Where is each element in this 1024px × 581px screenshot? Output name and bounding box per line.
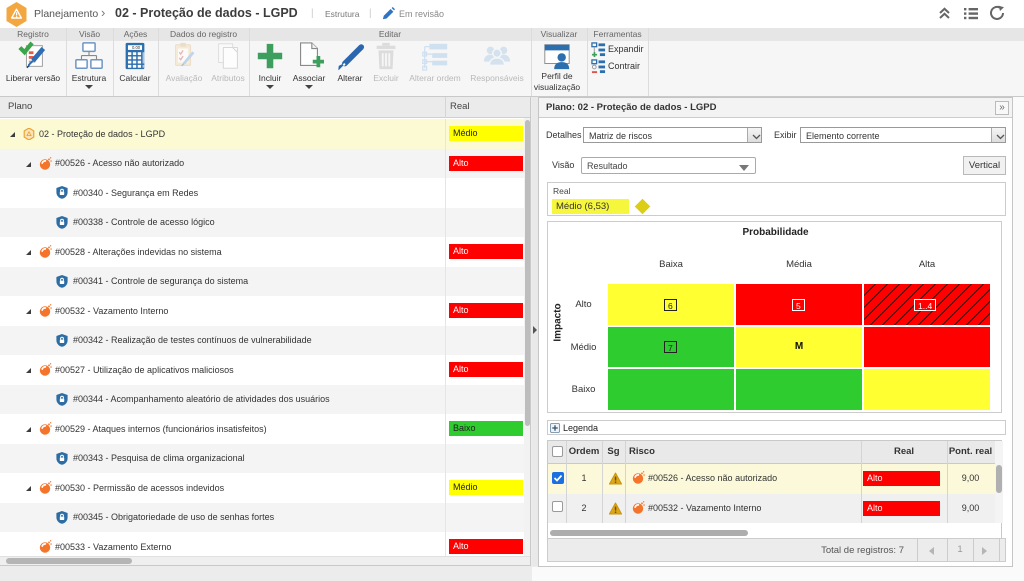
- svg-text:0.00: 0.00: [132, 45, 141, 50]
